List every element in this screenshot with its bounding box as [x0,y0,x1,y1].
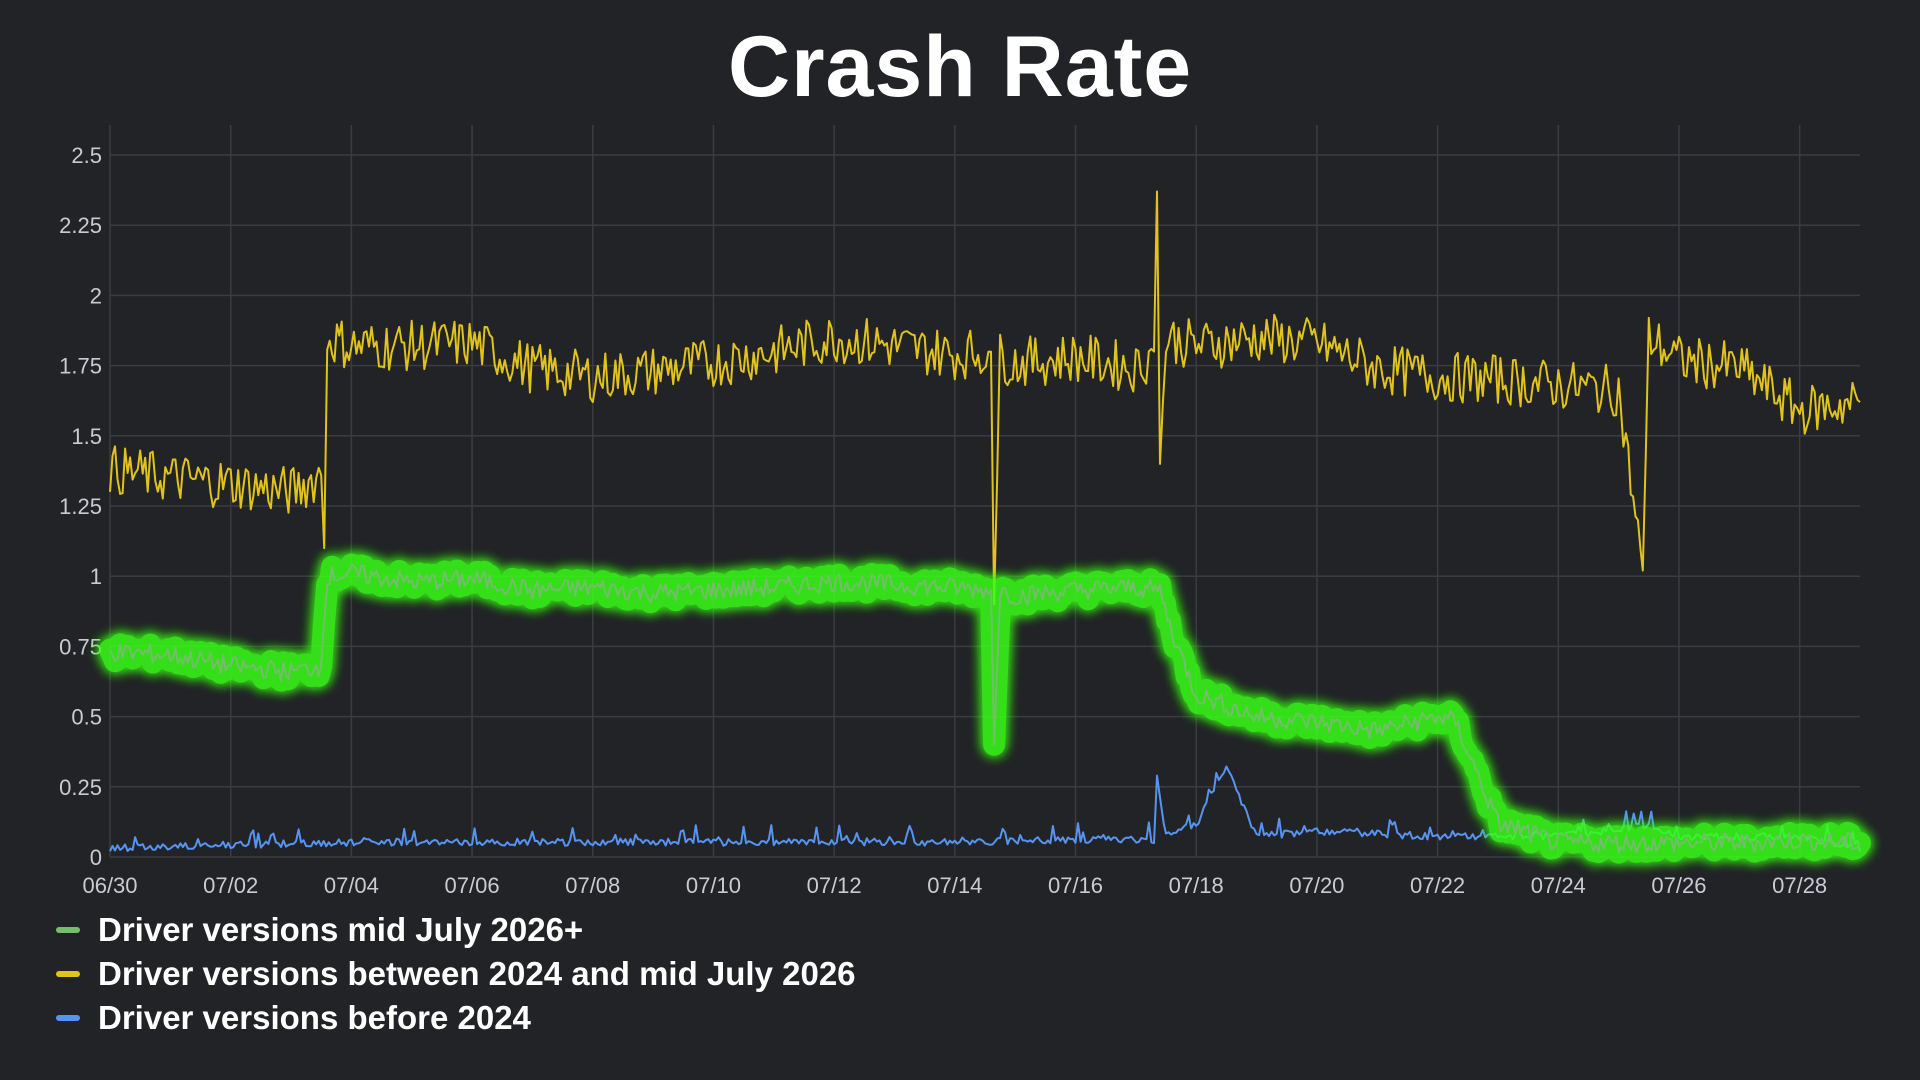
x-tick-label: 06/30 [82,873,137,898]
x-tick-label: 07/10 [686,873,741,898]
y-tick-label: 2.25 [59,213,102,238]
x-tick-label: 07/28 [1772,873,1827,898]
y-tick-label: 0.25 [59,775,102,800]
x-tick-label: 07/22 [1410,873,1465,898]
legend-swatch [56,1015,80,1021]
y-tick-label: 0.75 [59,634,102,659]
x-tick-label: 07/20 [1289,873,1344,898]
legend-item[interactable]: Driver versions between 2024 and mid Jul… [56,952,856,996]
y-tick-label: 1.25 [59,494,102,519]
x-tick-label: 07/04 [324,873,379,898]
x-tick-label: 07/06 [445,873,500,898]
x-tick-label: 07/24 [1531,873,1586,898]
legend-swatch [56,927,80,933]
grid [109,125,1860,858]
x-tick-label: 07/12 [807,873,862,898]
series-area [99,190,1871,864]
series-line-mid-july-2026 [109,563,1861,854]
x-tick-label: 07/14 [927,873,982,898]
y-tick-label: 0.5 [71,705,102,730]
y-tick-label: 0 [90,845,102,870]
legend-label: Driver versions between 2024 and mid Jul… [98,955,856,992]
legend-item[interactable]: Driver versions before 2024 [56,996,856,1040]
x-tick-label: 07/18 [1169,873,1224,898]
legend-swatch [56,971,80,977]
series-line-2024-to-mid-july-2026 [109,190,1861,606]
y-tick-label: 2 [90,283,102,308]
legend: Driver versions mid July 2026+ Driver ver… [56,908,856,1040]
legend-label: Driver versions mid July 2026+ [98,911,584,948]
series-highlight-glow [99,553,1871,864]
legend-label: Driver versions before 2024 [98,999,531,1036]
y-tick-label: 1 [90,564,102,589]
y-tick-label: 1.5 [71,424,102,449]
x-tick-label: 07/02 [203,873,258,898]
y-tick-label: 2.5 [71,143,102,168]
x-tick-label: 07/16 [1048,873,1103,898]
y-axis: 0 0.25 0.5 0.75 1 1.25 1.5 1.75 2 2.25 2.5 [59,143,102,870]
x-tick-label: 07/08 [565,873,620,898]
chart-title: Crash Rate [727,19,1193,115]
y-tick-label: 1.75 [59,354,102,379]
legend-item[interactable]: Driver versions mid July 2026+ [56,908,856,952]
x-tick-label: 07/26 [1651,873,1706,898]
x-axis: 06/30 07/02 07/04 07/06 07/08 07/10 07/12 07/14… [82,873,1827,898]
